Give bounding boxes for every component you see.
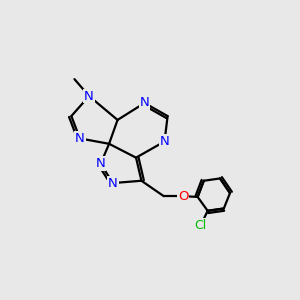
Text: O: O bbox=[178, 190, 188, 203]
Text: N: N bbox=[140, 97, 149, 110]
Text: N: N bbox=[160, 135, 170, 148]
Text: N: N bbox=[75, 132, 85, 145]
Text: N: N bbox=[84, 90, 94, 103]
Text: Cl: Cl bbox=[195, 219, 207, 232]
Text: N: N bbox=[108, 177, 118, 190]
Text: N: N bbox=[96, 157, 106, 170]
